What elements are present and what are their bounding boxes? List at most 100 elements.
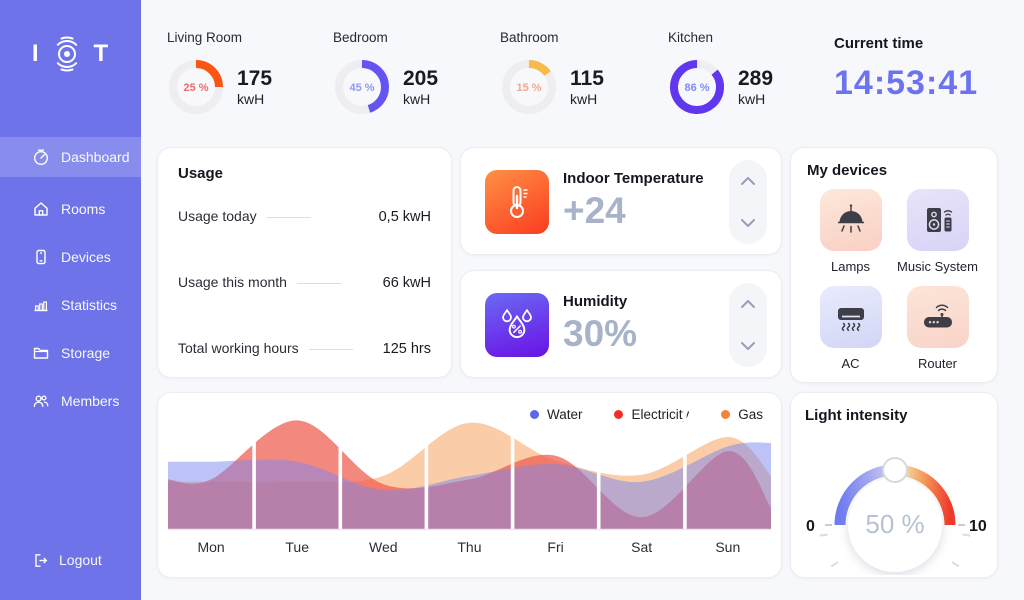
- legend-dot: [614, 410, 624, 419]
- legend-label: Water: [546, 407, 583, 422]
- svg-text:15 %: 15 %: [516, 82, 541, 94]
- sidebar: I T Dashboard Rooms: [0, 0, 141, 600]
- main-content: Living Room 25 % 175 kwH Bedroom 45 % 20…: [141, 0, 1024, 600]
- logo-letter-right: T: [93, 40, 110, 67]
- sidebar-item-label: Rooms: [61, 201, 106, 217]
- usage-ring: 86 %: [670, 60, 724, 114]
- x-tick-label: Tue: [285, 539, 309, 555]
- dotted-line: [266, 217, 311, 218]
- sidebar-item-dashboard[interactable]: Dashboard: [0, 137, 141, 177]
- logout-button[interactable]: Logout: [32, 540, 102, 580]
- sidebar-item-statistics[interactable]: Statistics: [0, 281, 141, 329]
- room-name: Living Room: [167, 30, 243, 45]
- router-tile: [906, 286, 969, 348]
- humidity-down-button[interactable]: [729, 325, 767, 367]
- humidity-up-button[interactable]: [729, 283, 767, 325]
- air-conditioner-icon: [837, 308, 864, 332]
- device-lamps[interactable]: Lamps: [819, 189, 882, 274]
- humidity-stepper: [729, 283, 767, 367]
- sidebar-item-storage[interactable]: Storage: [0, 329, 141, 377]
- device-ac[interactable]: AC: [819, 286, 882, 371]
- legend-item-water[interactable]: Water: [529, 407, 583, 422]
- chevron-up-icon: [741, 177, 755, 185]
- light-intensity-gauge[interactable]: 0 100 50 %: [803, 425, 996, 600]
- usage-ring: 45 %: [335, 60, 389, 114]
- temperature-title: Indoor Temperature: [563, 170, 704, 187]
- light-title: Light intensity: [805, 407, 908, 424]
- lamp-icon: [837, 204, 864, 233]
- x-tick-label: Sun: [715, 539, 741, 555]
- clock-title: Current time: [834, 35, 924, 52]
- sidebar-item-label: Storage: [61, 345, 111, 361]
- stat-unit: kwH: [403, 91, 431, 108]
- temperature-stepper: [729, 160, 767, 244]
- gauge-value: 50 %: [865, 509, 924, 539]
- usage-card: Usage Usage today 0,5 kwH Usage this mon…: [157, 147, 452, 378]
- humidity-value: 30%: [563, 313, 638, 354]
- ac-tile: [819, 286, 882, 348]
- device-label: Lamps: [830, 259, 871, 274]
- thermometer-icon: [510, 186, 528, 218]
- smartphone-icon: [36, 249, 46, 265]
- usage-row-hours: Total working hours 125 hrs: [178, 340, 431, 357]
- chart-x-axis: Mon Tue Wed Thu Fri Sat Sun: [168, 539, 771, 555]
- stat-kitchen: Kitchen 86 % 289 kwH: [668, 30, 773, 116]
- gauge-knob[interactable]: [882, 457, 908, 483]
- temperature-tile: [485, 170, 549, 234]
- x-tick-label: Fri: [547, 539, 564, 555]
- legend-label: Gas: [738, 407, 763, 422]
- room-name: Kitchen: [668, 30, 714, 45]
- usage-value: 66 kwH: [382, 275, 431, 291]
- lamp-tile: [819, 189, 882, 251]
- sidebar-item-rooms[interactable]: Rooms: [0, 185, 141, 233]
- x-tick-label: Wed: [369, 539, 398, 555]
- stat-value: 289: [738, 66, 774, 90]
- usage-row-month: Usage this month 66 kwH: [178, 274, 431, 291]
- area-chart: [168, 403, 771, 531]
- stat-value: 205: [403, 66, 439, 90]
- legend-item-gas[interactable]: Gas: [721, 407, 763, 422]
- sidebar-item-label: Statistics: [61, 297, 118, 313]
- room-name: Bathroom: [500, 30, 559, 45]
- legend-dot: [721, 410, 731, 419]
- usage-label: Total working hours: [178, 340, 299, 356]
- users-icon: [33, 395, 49, 408]
- svg-text:45 %: 45 %: [349, 82, 374, 94]
- chevron-up-icon: [741, 300, 755, 308]
- gauge-icon: [33, 149, 49, 166]
- legend-dot: [529, 410, 539, 419]
- legend-item-electricity[interactable]: Electricity: [614, 407, 689, 422]
- device-router[interactable]: Router: [906, 286, 969, 371]
- sidebar-item-members[interactable]: Members: [0, 377, 141, 425]
- humidity-tile: [485, 293, 549, 357]
- clock-widget: Current time 14:53:41: [834, 35, 978, 103]
- gauge-face: [848, 478, 942, 572]
- usage-label: Usage today: [178, 208, 257, 224]
- gauge-min-label: 0: [806, 518, 815, 535]
- temperature-up-button[interactable]: [729, 160, 767, 202]
- folder-icon: [33, 347, 49, 359]
- stat-bathroom: Bathroom 15 % 115 kwH: [500, 30, 604, 116]
- device-music-system[interactable]: Music System: [897, 189, 978, 274]
- usage-value: 125 hrs: [382, 341, 431, 357]
- sidebar-nav: Dashboard Rooms Devices Stati: [0, 137, 141, 425]
- usage-title: Usage: [178, 165, 224, 182]
- x-tick-label: Sat: [631, 539, 653, 555]
- usage-ring: 15 %: [502, 60, 556, 114]
- stat-bedroom: Bedroom 45 % 205 kwH: [333, 30, 438, 116]
- chevron-down-icon: [741, 219, 755, 227]
- temperature-down-button[interactable]: [729, 202, 767, 244]
- humidity-card: Humidity 30%: [460, 270, 782, 378]
- light-intensity-card: Light intensity: [790, 392, 998, 600]
- x-tick-label: Thu: [457, 539, 482, 555]
- x-tick-label: Mon: [197, 539, 225, 555]
- legend-label: Electricity: [631, 407, 690, 422]
- sidebar-item-label: Devices: [61, 249, 111, 265]
- usage-ring: 25 %: [169, 60, 223, 114]
- stat-living-room: Living Room 25 % 175 kwH: [167, 30, 272, 116]
- sidebar-item-devices[interactable]: Devices: [0, 233, 141, 281]
- sidebar-item-label: Members: [61, 393, 120, 409]
- logo-letter-left: I: [31, 40, 40, 67]
- indoor-temperature-card: Indoor Temperature +24: [460, 147, 782, 255]
- stat-value: 115: [570, 66, 604, 90]
